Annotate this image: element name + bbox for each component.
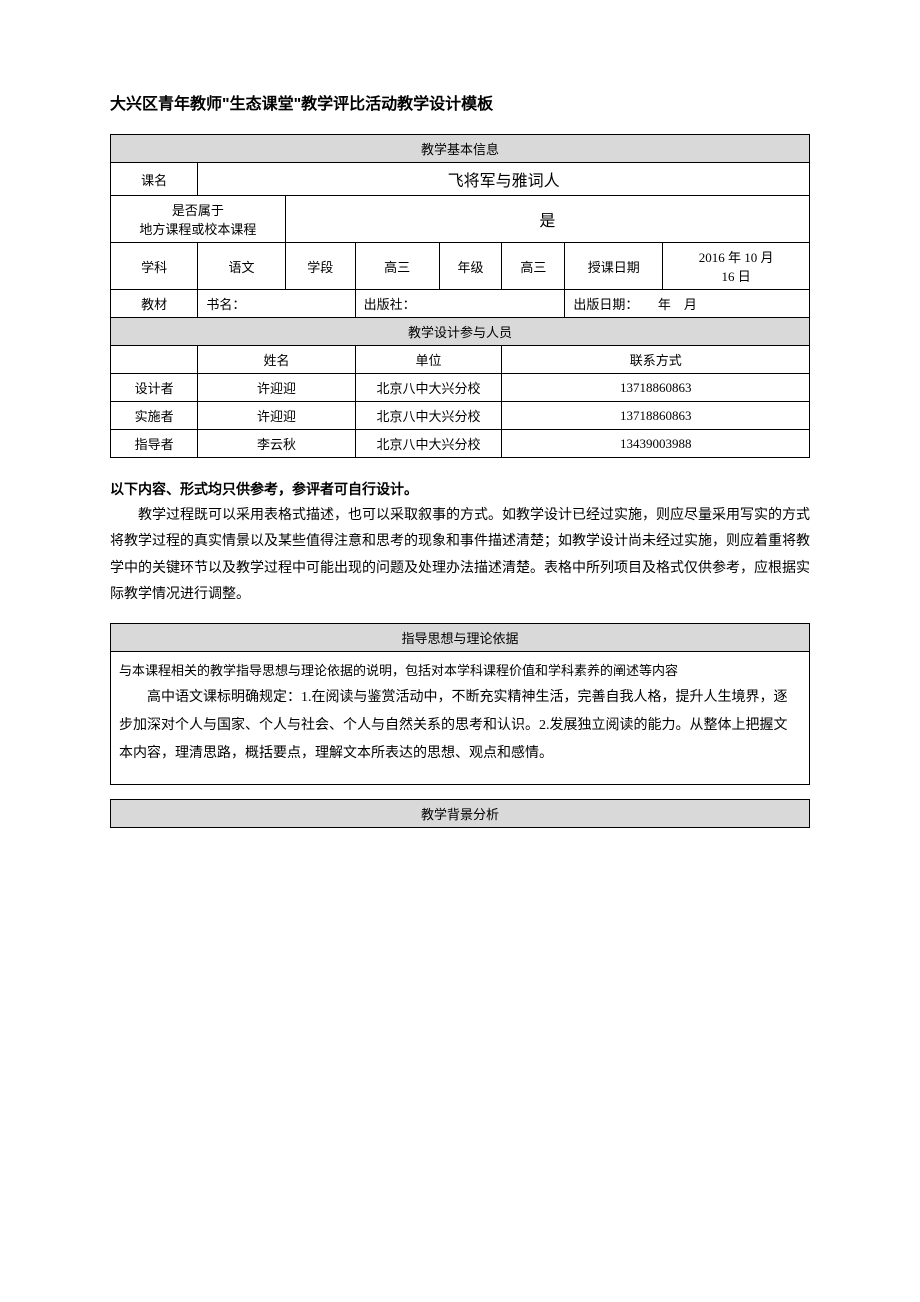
table-row: 实施者 许迎迎 北京八中大兴分校 13718860863 xyxy=(111,402,810,430)
stage-label: 学段 xyxy=(285,243,355,290)
table-row: 设计者 许迎迎 北京八中大兴分校 13718860863 xyxy=(111,374,810,402)
subject-label: 学科 xyxy=(111,243,198,290)
advisor-label: 指导者 xyxy=(111,430,198,458)
course-label: 课名 xyxy=(111,163,198,196)
band-guiding-thought: 指导思想与理论依据 xyxy=(110,623,810,652)
subject-value: 语文 xyxy=(198,243,285,290)
advisor-contact: 13439003988 xyxy=(502,430,810,458)
grade-value: 高三 xyxy=(502,243,565,290)
advisor-name: 李云秋 xyxy=(198,430,355,458)
implementer-contact: 13718860863 xyxy=(502,402,810,430)
guiding-body: 高中语文课标明确规定：1.在阅读与鉴赏活动中，不断充实精神生活，完善自我人格，提… xyxy=(119,684,801,768)
implementer-label: 实施者 xyxy=(111,402,198,430)
date-line1: 2016 年 10 月 xyxy=(669,247,803,266)
local-label-line1: 是否属于 xyxy=(117,200,279,219)
local-course-label: 是否属于 地方课程或校本课程 xyxy=(111,196,286,243)
designer-unit: 北京八中大兴分校 xyxy=(355,374,502,402)
textbook-label: 教材 xyxy=(111,290,198,318)
implementer-name: 许迎迎 xyxy=(198,402,355,430)
course-value: 飞将军与雅词人 xyxy=(198,163,810,196)
blank-cell xyxy=(111,346,198,374)
local-course-value: 是 xyxy=(285,196,809,243)
section-basic-info: 教学基本信息 xyxy=(111,135,810,163)
grade-label: 年级 xyxy=(439,243,502,290)
date-line2: 16 日 xyxy=(669,266,803,285)
notice-paragraph: 教学过程既可以采用表格式描述，也可以采取叙事的方式。如教学设计已经过实施，则应尽… xyxy=(110,503,810,609)
col-contact: 联系方式 xyxy=(502,346,810,374)
date-value: 2016 年 10 月 16 日 xyxy=(663,243,810,290)
designer-contact: 13718860863 xyxy=(502,374,810,402)
page-title: 大兴区青年教师"生态课堂"教学评比活动教学设计模板 xyxy=(110,90,810,114)
date-label: 授课日期 xyxy=(565,243,663,290)
textbook-name: 书名： xyxy=(198,290,355,318)
section-participants: 教学设计参与人员 xyxy=(111,318,810,346)
col-unit: 单位 xyxy=(355,346,502,374)
advisor-unit: 北京八中大兴分校 xyxy=(355,430,502,458)
col-name: 姓名 xyxy=(198,346,355,374)
local-label-line2: 地方课程或校本课程 xyxy=(117,219,279,238)
textbook-pubdate: 出版日期： 年 月 xyxy=(565,290,810,318)
implementer-unit: 北京八中大兴分校 xyxy=(355,402,502,430)
stage-value: 高三 xyxy=(355,243,439,290)
designer-name: 许迎迎 xyxy=(198,374,355,402)
designer-label: 设计者 xyxy=(111,374,198,402)
band-background: 教学背景分析 xyxy=(110,799,810,828)
guiding-thought-content: 与本课程相关的教学指导思想与理论依据的说明，包括对本学科课程价值和学科素养的阐述… xyxy=(110,652,810,785)
guiding-desc: 与本课程相关的教学指导思想与理论依据的说明，包括对本学科课程价值和学科素养的阐述… xyxy=(119,658,801,684)
table-row: 指导者 李云秋 北京八中大兴分校 13439003988 xyxy=(111,430,810,458)
info-table: 教学基本信息 课名 飞将军与雅词人 是否属于 地方课程或校本课程 是 学科 语文… xyxy=(110,134,810,458)
textbook-publisher: 出版社： xyxy=(355,290,565,318)
notice-bold: 以下内容、形式均只供参考，参评者可自行设计。 xyxy=(110,476,810,503)
notice-text: 以下内容、形式均只供参考，参评者可自行设计。 教学过程既可以采用表格式描述，也可… xyxy=(110,476,810,609)
